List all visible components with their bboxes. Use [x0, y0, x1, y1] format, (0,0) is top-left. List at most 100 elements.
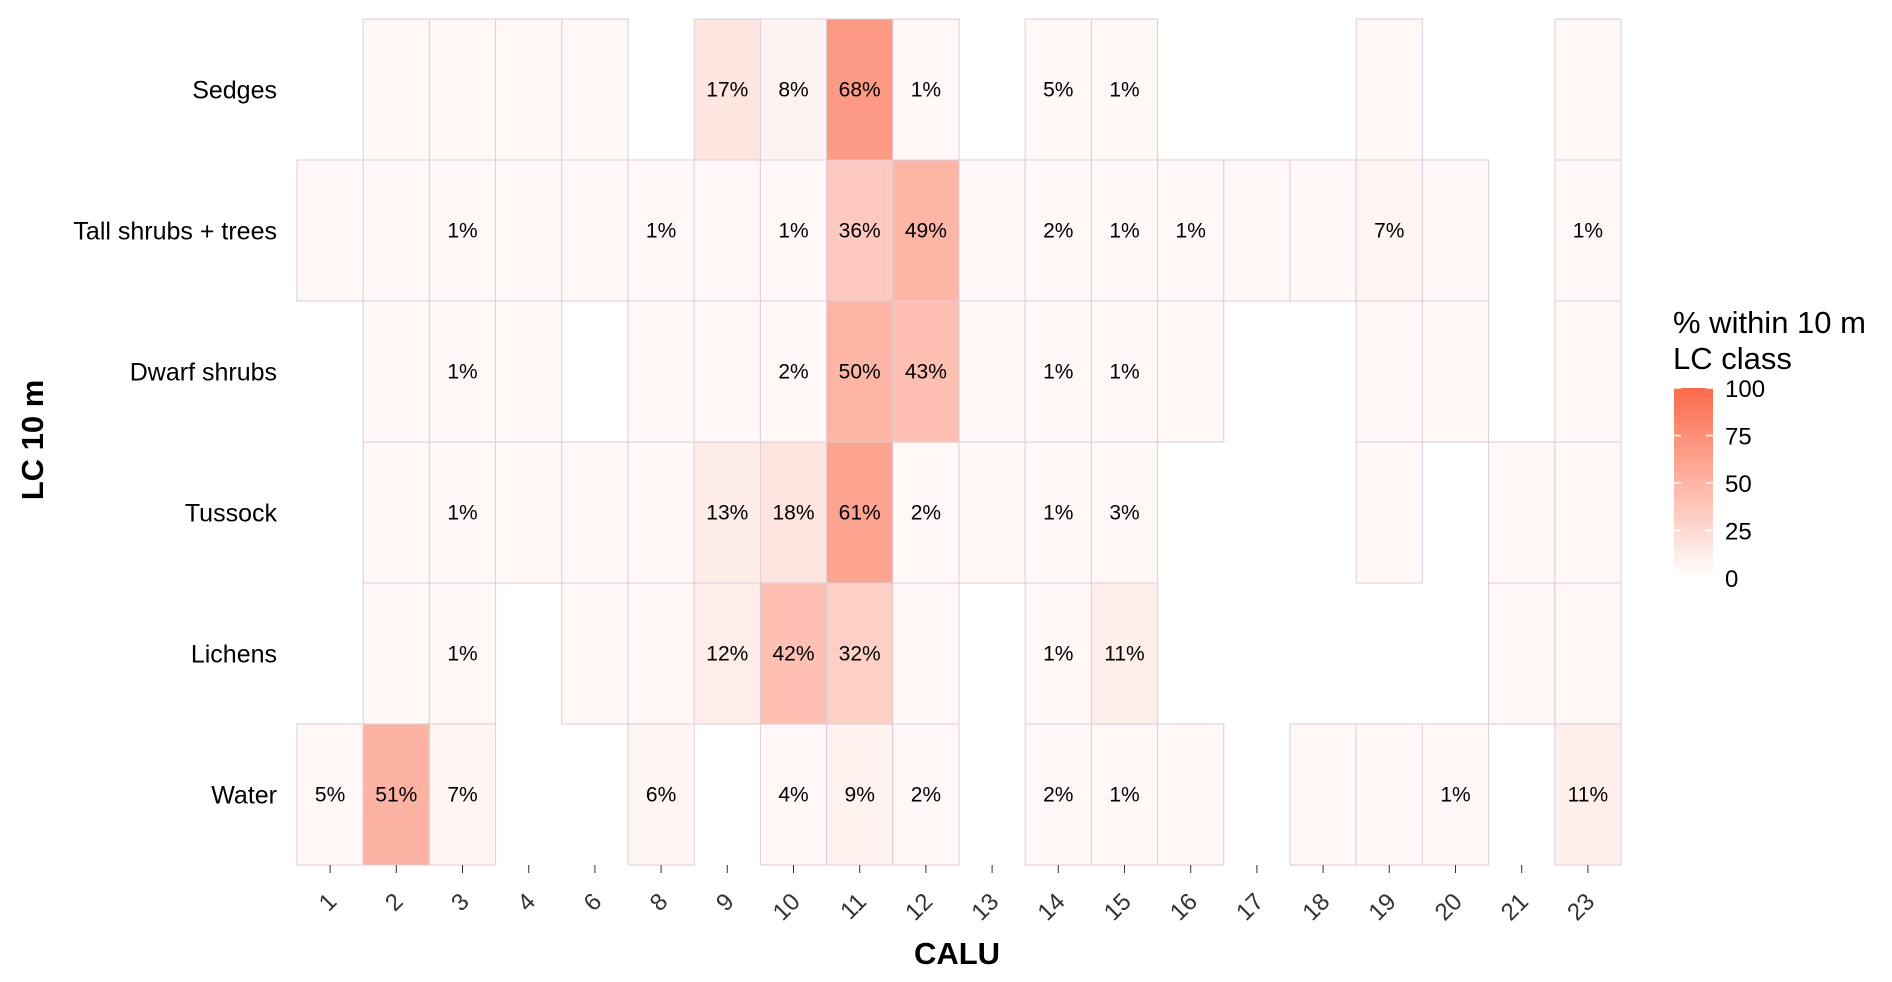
heatmap-cell-water-19 — [1355, 723, 1423, 866]
cell-label-tall-shrubs-trees-23: 1% — [1573, 220, 1603, 243]
y-tick-dwarf-shrubs: Dwarf shrubs — [130, 359, 277, 387]
heatmap-cell-water-10 — [759, 723, 828, 866]
x-tick-11: 11 — [835, 888, 872, 925]
heatmap-cell-tussock-19 — [1355, 441, 1423, 584]
legend-tick-0: 0 — [1725, 566, 1738, 593]
cell-label-lichens-11: 32% — [839, 643, 881, 666]
y-tick-tussock: Tussock — [185, 500, 278, 528]
cell-label-tussock-11: 61% — [839, 502, 881, 525]
heatmap-cell-tall-shrubs-trees-16 — [1157, 159, 1225, 302]
y-tick-sedges: Sedges — [192, 77, 277, 105]
heatmap-cell-tussock-12 — [892, 441, 960, 584]
heatmap-cell-dwarf-shrubs-11 — [826, 300, 894, 443]
heatmap-cell-water-14 — [1024, 723, 1092, 866]
cell-label-tussock-10: 18% — [772, 502, 814, 525]
cell-label-water-1: 5% — [315, 784, 345, 807]
x-tick-8: 8 — [645, 888, 674, 917]
heatmap-cell-lichens-23 — [1554, 582, 1622, 725]
heatmap-cell-lichens-3 — [428, 582, 497, 725]
y-axis-title: LC 10 m — [15, 380, 50, 501]
heatmap-cell-dwarf-shrubs-12 — [892, 300, 960, 443]
cell-label-water-12: 2% — [911, 784, 941, 807]
x-tick-20: 20 — [1430, 888, 1468, 926]
heatmap-cell-dwarf-shrubs-9 — [693, 300, 761, 443]
cell-label-water-2: 51% — [375, 784, 417, 807]
heatmap-cell-water-12 — [892, 723, 960, 866]
cell-label-tall-shrubs-trees-19: 7% — [1374, 220, 1404, 243]
heatmap-cell-sedges-12 — [892, 18, 960, 161]
x-tick-17: 17 — [1231, 888, 1269, 926]
x-axis-ticks: 1 2 3 4 6 8 9 10 11 12 13 14 15 16 17 18 19 20 21 23 — [314, 865, 1600, 926]
cell-label-tall-shrubs-trees-8: 1% — [646, 220, 676, 243]
heatmap-cell-sedges-14 — [1024, 18, 1092, 161]
cell-label-water-10: 4% — [778, 784, 808, 807]
heatmap-cell-water-1 — [296, 723, 364, 866]
heatmap-cell-sedges-3 — [428, 18, 497, 161]
cell-label-tall-shrubs-trees-3: 1% — [447, 220, 477, 243]
cell-label-dwarf-shrubs-3: 1% — [447, 361, 477, 384]
heatmap-cell-lichens-6 — [561, 582, 629, 725]
heatmap-cell-water-20 — [1421, 723, 1490, 866]
legend-tick-25: 25 — [1725, 519, 1752, 546]
heatmap-cell-tall-shrubs-trees-18 — [1289, 159, 1357, 302]
heatmap-cell-lichens-15 — [1090, 582, 1159, 725]
heatmap-cell-tall-shrubs-trees-14 — [1024, 159, 1092, 302]
heatmap-cell-lichens-2 — [362, 582, 430, 725]
legend-tick-50: 50 — [1725, 471, 1752, 498]
x-tick-1: 1 — [314, 888, 343, 917]
cell-label-lichens-14: 1% — [1043, 643, 1073, 666]
heatmap-cell-lichens-8 — [627, 582, 695, 725]
legend-tick-100: 100 — [1725, 376, 1765, 403]
heatmap-cell-tussock-4 — [495, 441, 563, 584]
y-tick-tall-shrubs-trees: Tall shrubs + trees — [73, 218, 277, 246]
heatmap-cell-water-2 — [362, 723, 430, 866]
x-tick-3: 3 — [446, 888, 475, 917]
x-tick-23: 23 — [1562, 888, 1600, 926]
y-axis-ticks: Sedges Tall shrubs + trees Dwarf shrubs Tus… — [73, 77, 277, 810]
cell-label-water-3: 7% — [447, 784, 477, 807]
heatmap-cell-dwarf-shrubs-13 — [958, 300, 1026, 443]
x-tick-10: 10 — [768, 888, 806, 926]
heatmap-cell-water-8 — [627, 723, 695, 866]
x-tick-4: 4 — [512, 888, 541, 917]
heatmap-cell-sedges-15 — [1090, 18, 1159, 161]
cell-label-tall-shrubs-trees-14: 2% — [1043, 220, 1073, 243]
heatmap-cell-tussock-8 — [627, 441, 695, 584]
cell-label-dwarf-shrubs-15: 1% — [1109, 361, 1139, 384]
heatmap-cell-sedges-4 — [495, 18, 563, 161]
cell-label-lichens-15: 11% — [1104, 643, 1144, 666]
heatmap-cell-dwarf-shrubs-3 — [428, 300, 497, 443]
legend: % within 10 m LC class 100 75 50 25 0 — [1673, 305, 1866, 593]
heatmap-cell-sedges-2 — [362, 18, 430, 161]
x-tick-6: 6 — [579, 888, 608, 917]
heatmap-cell-dwarf-shrubs-15 — [1090, 300, 1159, 443]
heatmap-cell-dwarf-shrubs-20 — [1421, 300, 1490, 443]
heatmap-cell-tussock-15 — [1090, 441, 1159, 584]
legend-title-line2: LC class — [1673, 341, 1792, 376]
heatmap-cell-tall-shrubs-trees-17 — [1223, 159, 1291, 302]
cell-label-tall-shrubs-trees-15: 1% — [1109, 220, 1139, 243]
cell-label-sedges-12: 1% — [911, 79, 941, 102]
heatmap-cell-dwarf-shrubs-23 — [1554, 300, 1622, 443]
heatmap-cell-tall-shrubs-trees-9 — [693, 159, 761, 302]
heatmap-cell-water-18 — [1289, 723, 1357, 866]
cell-label-tall-shrubs-trees-16: 1% — [1176, 220, 1206, 243]
heatmap-cell-dwarf-shrubs-10 — [759, 300, 828, 443]
cell-label-dwarf-shrubs-10: 2% — [778, 361, 808, 384]
y-tick-lichens: Lichens — [191, 641, 277, 669]
heatmap-cell-dwarf-shrubs-14 — [1024, 300, 1092, 443]
y-tick-water: Water — [211, 782, 277, 810]
x-tick-15: 15 — [1099, 888, 1137, 926]
cell-label-lichens-10: 42% — [772, 643, 814, 666]
heatmap-cell-tussock-3 — [428, 441, 497, 584]
cell-label-tussock-15: 3% — [1109, 502, 1139, 525]
x-tick-16: 16 — [1165, 888, 1203, 926]
x-tick-21: 21 — [1496, 888, 1534, 926]
heatmap-cells — [296, 18, 1622, 866]
cell-label-tussock-14: 1% — [1043, 502, 1073, 525]
heatmap-cell-tussock-13 — [958, 441, 1026, 584]
x-tick-2: 2 — [380, 888, 409, 917]
heatmap-cell-lichens-9 — [693, 582, 761, 725]
x-axis-title: CALU — [914, 936, 1000, 971]
heatmap-cell-water-3 — [428, 723, 497, 866]
